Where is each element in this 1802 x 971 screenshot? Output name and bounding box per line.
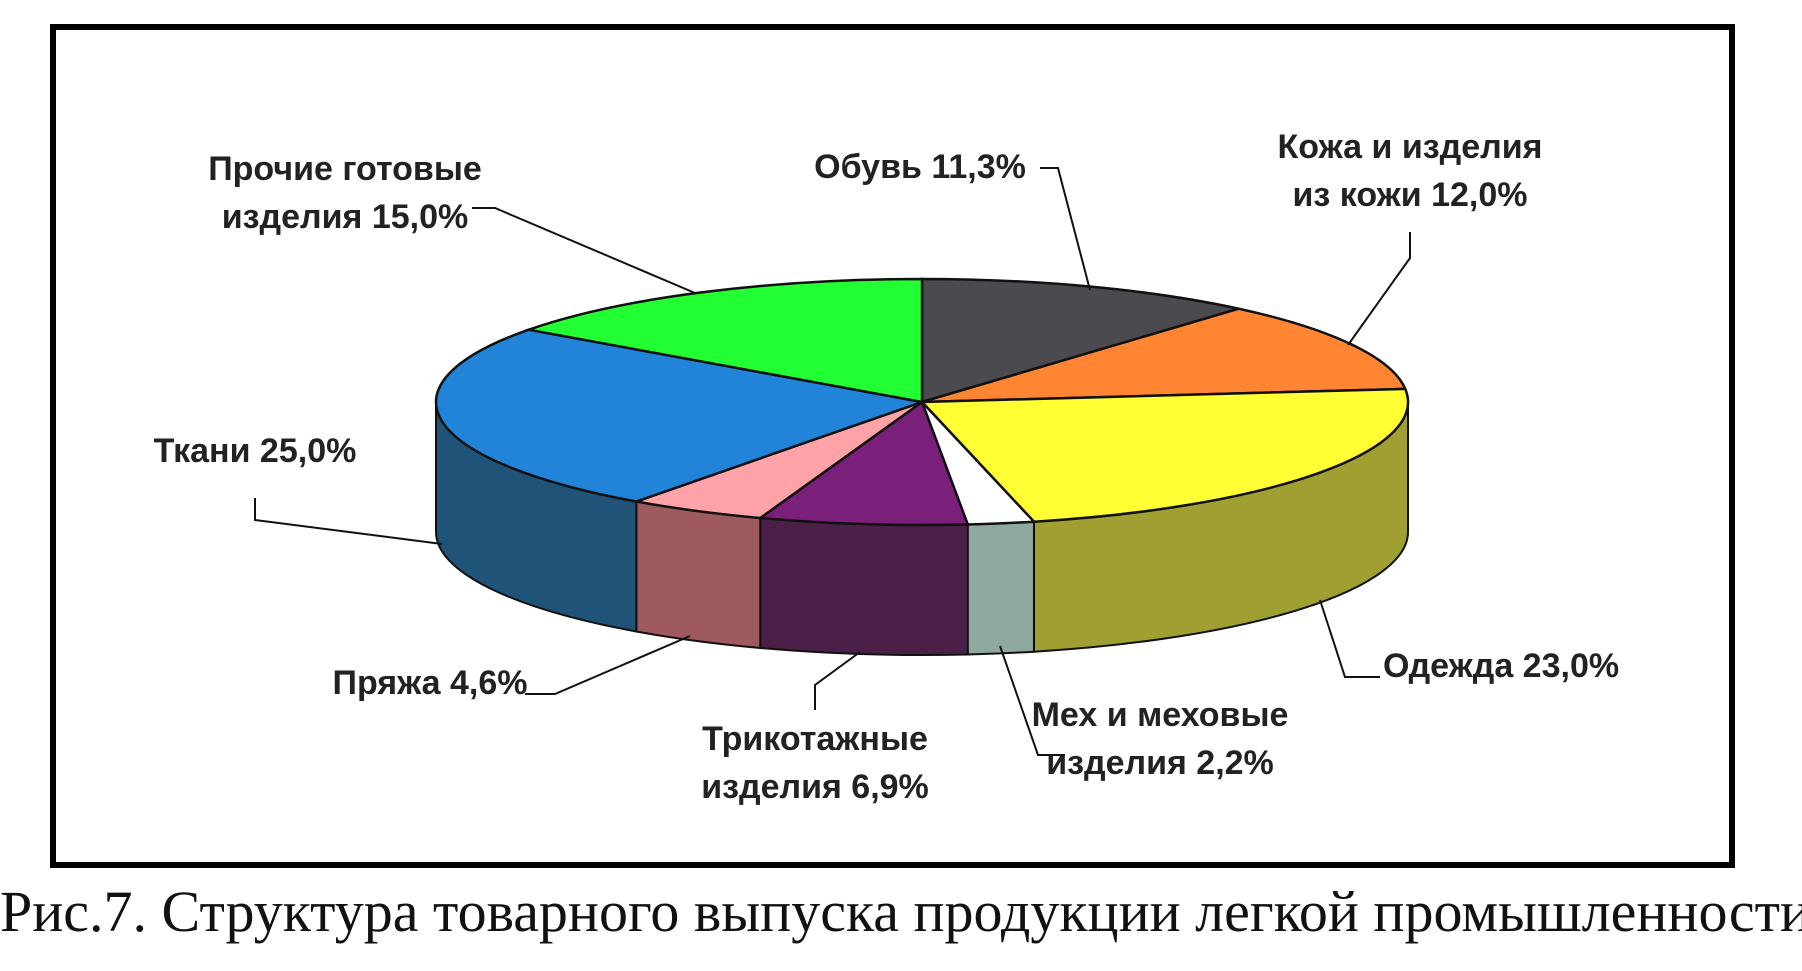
leader-line-2 — [1347, 232, 1411, 346]
leader-line-8 — [472, 207, 696, 294]
slice-label-2: Кожа и изделия из кожи 12,0% — [1278, 128, 1543, 214]
pie-slice-5 — [756, 400, 970, 527]
pie-slice-2 — [921, 307, 1408, 404]
pie-slice-8 — [523, 277, 924, 404]
pie-top-faces — [434, 277, 1410, 527]
slice-labels: Обувь 11,3% Кожа и изделия из кожи 12,0% Од… — [154, 128, 1619, 806]
pie-side-6 — [635, 500, 762, 650]
slice-label-7: Ткани 25,0% — [154, 432, 357, 470]
pie-side-5 — [759, 516, 969, 656]
pie-side-4 — [966, 520, 1035, 656]
leader-line-3 — [1319, 599, 1380, 678]
pie-chart: Обувь 11,3% Кожа и изделия из кожи 12,0% Од… — [154, 128, 1619, 806]
figure-caption: Рис.7. Структура товарного выпуска проду… — [0, 879, 1802, 944]
leader-line-4 — [999, 645, 1065, 756]
pie-slice-1 — [920, 277, 1240, 404]
pie-slice-3 — [919, 387, 1410, 523]
leader-line-1 — [1040, 167, 1091, 291]
pie-slice-7 — [434, 328, 927, 503]
leader-line-7 — [254, 498, 443, 545]
slice-label-3: Одежда 23,0% — [1383, 647, 1619, 685]
leader-line-6 — [525, 635, 691, 695]
slice-label-4: Мех и меховые изделия 2,2% — [1032, 696, 1289, 782]
slice-label-8: Прочие готовые изделия 15,0% — [208, 150, 482, 236]
slice-label-6: Пряжа 4,6% — [333, 664, 528, 702]
leader-line-5 — [814, 651, 861, 710]
slice-label-1: Обувь 11,3% — [814, 148, 1026, 186]
slice-label-5: Трикотажные изделия 6,9% — [701, 720, 929, 806]
leader-lines — [254, 167, 1411, 756]
pie-side-walls — [435, 401, 1409, 656]
